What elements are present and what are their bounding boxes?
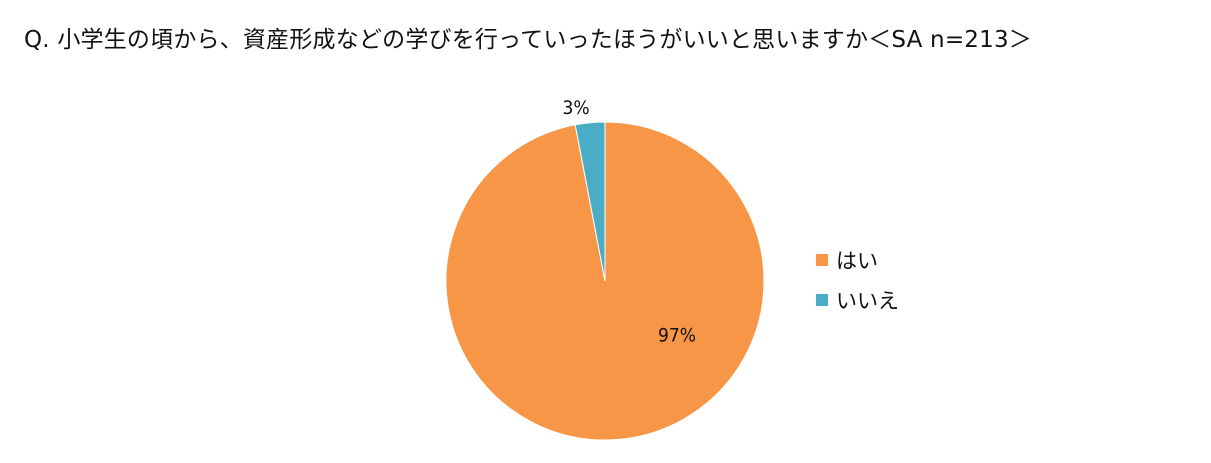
legend-item-1: はい (816, 240, 899, 280)
data-label-1: 97% (658, 325, 696, 347)
legend: はい いいえ (816, 240, 899, 320)
legend-label-1: はい (836, 249, 878, 273)
chart-title: Q. 小学生の頃から、資産形成などの学びを行っていったほうがいいと思いますか＜S… (24, 27, 1032, 53)
legend-item-2: いいえ (816, 280, 899, 320)
data-label-2: 3% (562, 97, 589, 119)
legend-label-2: いいえ (836, 289, 899, 313)
pie-data-labels: 97% 3% (562, 97, 696, 346)
pie-slice-2 (574, 121, 606, 282)
legend-swatch-2 (816, 294, 828, 306)
pie-slices (445, 121, 765, 441)
legend-swatch-1 (816, 254, 828, 266)
